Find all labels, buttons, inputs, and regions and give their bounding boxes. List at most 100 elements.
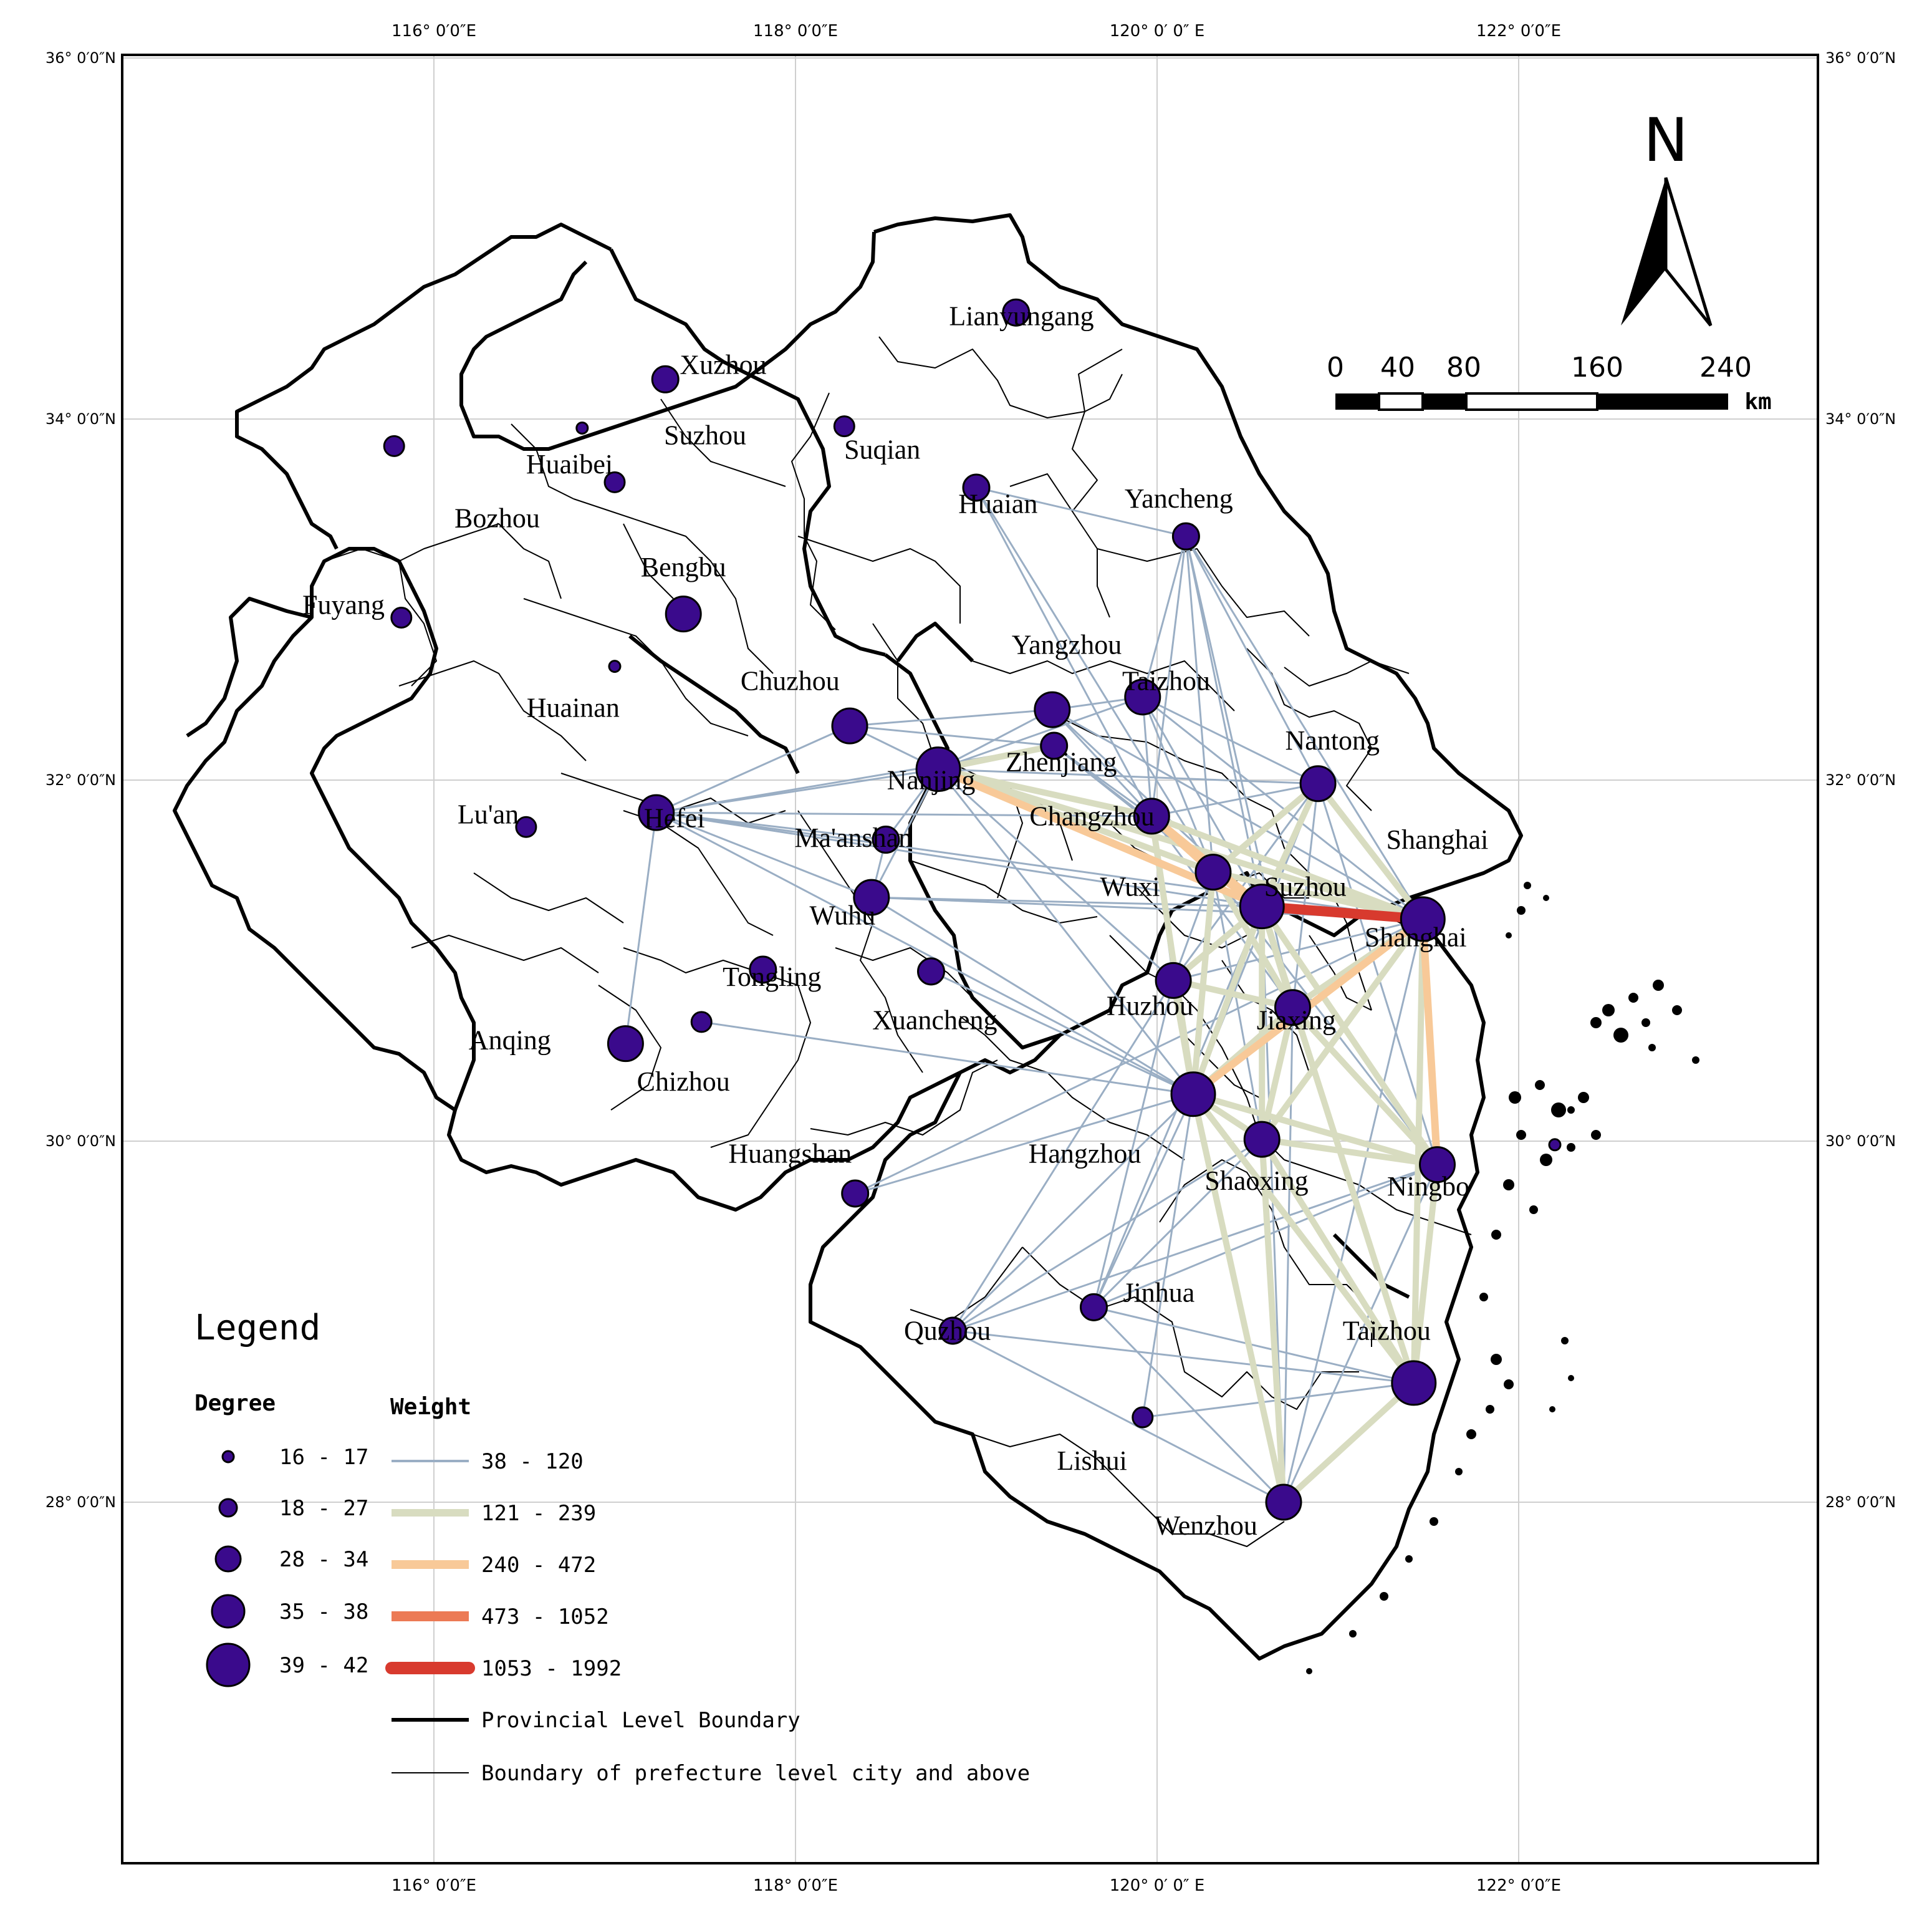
- city-label: Chizhou: [637, 1066, 730, 1097]
- network-edge: [1282, 1006, 1294, 1503]
- network-edge: [937, 768, 1319, 785]
- city-node: [831, 707, 868, 745]
- city-label: Suzhou: [1264, 871, 1347, 902]
- legend: Legend Degree Weight 16 - 17 18 - 27 28 …: [195, 1308, 1030, 1786]
- network-edge: [1410, 1161, 1441, 1386]
- scale-label: 40: [1380, 352, 1415, 383]
- network-edge: [870, 896, 1263, 908]
- lon-tick-label: 120° 0′ 0″ E: [1110, 1876, 1205, 1895]
- city-node: [1034, 691, 1071, 728]
- city-node: [1243, 1121, 1281, 1158]
- city-label: Huangshan: [728, 1139, 852, 1169]
- network-edge: [1150, 815, 1294, 1009]
- network-edge: [1185, 535, 1214, 874]
- legend-weight-label: 240 - 472: [481, 1553, 596, 1578]
- city-label: Hefei: [644, 803, 705, 833]
- city-node: [1400, 896, 1446, 942]
- latitude-ticks-left: 36° 0′0″N 34° 0′0″N 32° 0′0″N 30° 0′0″N …: [46, 49, 116, 1511]
- network-edge: [1093, 1306, 1285, 1503]
- network-edge: [951, 1329, 1415, 1384]
- network-edge: [1209, 780, 1322, 875]
- network-edge: [975, 486, 1153, 818]
- city-node: [607, 1025, 644, 1063]
- network-edge: [624, 811, 658, 1045]
- lat-tick-label: 28° 0′0″N: [46, 1493, 116, 1511]
- city-node: [1133, 798, 1170, 835]
- city-label: Taizhou: [1343, 1315, 1431, 1346]
- city-node: [1155, 962, 1192, 999]
- city-label: Shaoxing: [1204, 1165, 1308, 1196]
- city-node: [651, 365, 680, 393]
- city-node: [690, 1011, 713, 1033]
- legend-weight-label: 121 - 239: [481, 1501, 596, 1526]
- city-node: [1239, 884, 1285, 930]
- network-edge: [1259, 903, 1417, 1386]
- network-edge: [655, 811, 887, 841]
- network-edge: [655, 811, 1194, 1096]
- network-edge: [1093, 1093, 1194, 1308]
- city-node: [1124, 678, 1161, 716]
- city-label: Lishui: [1057, 1445, 1127, 1476]
- north-arrow: N: [1621, 105, 1713, 327]
- city-node: [962, 473, 991, 502]
- legend-degree-symbol: [221, 1450, 235, 1464]
- prefecture-boundaries: [324, 336, 1472, 1547]
- city-node: [1194, 854, 1232, 891]
- city-label: Hangzhou: [1029, 1139, 1141, 1169]
- network-edge: [1315, 780, 1426, 922]
- provincial-boundaries: [173, 213, 1523, 1661]
- lat-tick-label: 32° 0′0″N: [46, 771, 116, 789]
- city-label: Ma'anshan: [794, 822, 912, 853]
- legend-degree-label: 18 - 27: [279, 1496, 368, 1521]
- north-label: N: [1643, 105, 1688, 175]
- network-edge: [1281, 1379, 1417, 1505]
- legend-degree-symbol: [211, 1594, 246, 1629]
- lon-tick-label: 118° 0′0″E: [753, 1876, 838, 1895]
- city-node: [1171, 522, 1200, 551]
- network-edge: [1282, 1164, 1438, 1503]
- network-edge: [848, 708, 1054, 727]
- city-label: Anqing: [469, 1025, 551, 1055]
- city-node: [1080, 1293, 1108, 1321]
- network-edge: [1419, 915, 1441, 1169]
- network-edge: [655, 811, 873, 899]
- city-node: [872, 826, 900, 854]
- city-label: Xuzhou: [680, 350, 766, 380]
- city-label: Taizhou: [1122, 665, 1210, 696]
- network-edge: [1141, 696, 1319, 785]
- network-edge: [854, 1093, 1194, 1195]
- network-edge: [1282, 918, 1424, 1503]
- lon-tick-label: 118° 0′0″E: [753, 22, 838, 41]
- city-node: [1170, 1071, 1216, 1117]
- city-label: Shanghai: [1387, 824, 1489, 855]
- city-node: [938, 1316, 967, 1345]
- network-edge: [1150, 783, 1319, 818]
- network-edge: [1185, 535, 1319, 785]
- legend-degree-label: 28 - 34: [279, 1547, 368, 1572]
- lon-tick-label: 116° 0′0″E: [392, 22, 476, 41]
- scale-unit: km: [1744, 389, 1771, 415]
- city-nodes: [383, 298, 1562, 1521]
- legend-prefecture-boundary-label: Boundary of prefecture level city and ab…: [481, 1761, 1030, 1786]
- city-node: [853, 879, 890, 916]
- city-node: [390, 606, 413, 629]
- legend-degree-symbol: [206, 1642, 251, 1687]
- network-edge: [1410, 915, 1426, 1386]
- network-edge: [1259, 1136, 1287, 1505]
- network-edge: [854, 918, 1424, 1195]
- graticule: [122, 55, 1818, 1863]
- city-label: Yangzhou: [1012, 629, 1122, 660]
- network-edge: [935, 766, 1155, 819]
- network-edge: [1051, 708, 1153, 818]
- city-node: [917, 957, 945, 986]
- longitude-ticks-top: 116° 0′0″E 118° 0′0″E 120° 0′ 0″ E 122° …: [392, 22, 1561, 41]
- legend-weight-label: 38 - 120: [481, 1449, 584, 1474]
- network-edge: [1093, 1138, 1263, 1308]
- network-edge: [930, 970, 1194, 1096]
- legend-provincial-boundary-label: Provincial Level Boundary: [481, 1708, 800, 1733]
- city-label: Huainan: [527, 693, 620, 723]
- network-edge: [1259, 903, 1441, 1168]
- city-label: Fuyang: [302, 590, 385, 620]
- city-node: [749, 955, 777, 984]
- city-node: [1299, 765, 1337, 803]
